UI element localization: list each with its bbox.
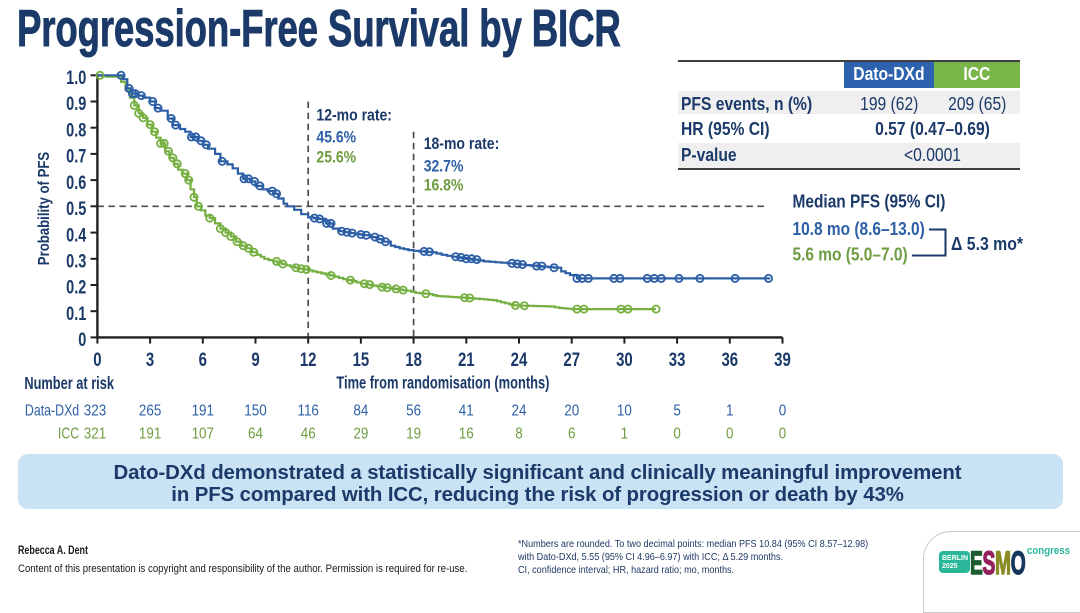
svg-text:323: 323	[84, 403, 106, 420]
svg-text:30: 30	[616, 348, 633, 370]
svg-text:0.5: 0.5	[66, 198, 86, 219]
svg-text:18: 18	[405, 348, 422, 370]
svg-text:0.2: 0.2	[66, 277, 86, 298]
svg-text:191: 191	[192, 403, 214, 420]
svg-text:5.6 mo (5.0–7.0): 5.6 mo (5.0–7.0)	[793, 244, 908, 264]
svg-text:21: 21	[458, 348, 475, 370]
svg-text:5: 5	[673, 403, 680, 420]
svg-text:84: 84	[353, 403, 368, 420]
svg-text:9: 9	[251, 348, 259, 370]
svg-text:19: 19	[406, 426, 421, 443]
svg-text:0.3: 0.3	[66, 251, 86, 272]
svg-text:0.1: 0.1	[66, 303, 86, 324]
svg-text:Probability of PFS: Probability of PFS	[36, 152, 53, 266]
svg-text:0.8: 0.8	[66, 119, 86, 140]
svg-text:18-mo rate:: 18-mo rate:	[424, 135, 500, 153]
svg-text:150: 150	[244, 403, 266, 420]
svg-text:265: 265	[139, 403, 161, 420]
svg-text:36: 36	[721, 348, 738, 370]
svg-text:8: 8	[515, 426, 522, 443]
svg-text:321: 321	[84, 426, 106, 443]
svg-text:15: 15	[353, 348, 370, 370]
svg-text:20: 20	[564, 403, 579, 420]
svg-text:0.7: 0.7	[66, 146, 86, 167]
svg-text:16.8%: 16.8%	[424, 176, 464, 194]
svg-text:56: 56	[406, 403, 421, 420]
svg-text:0: 0	[726, 426, 733, 443]
svg-text:10.8 mo (8.6–13.0): 10.8 mo (8.6–13.0)	[793, 219, 925, 239]
svg-text:29: 29	[353, 426, 368, 443]
svg-text:12-mo rate:: 12-mo rate:	[316, 106, 392, 124]
svg-text:Δ 5.3 mo*: Δ 5.3 mo*	[951, 234, 1023, 254]
svg-text:116: 116	[297, 403, 318, 420]
svg-text:24: 24	[511, 348, 528, 370]
svg-text:0: 0	[673, 426, 680, 443]
svg-text:39: 39	[774, 348, 791, 370]
svg-text:64: 64	[248, 426, 263, 443]
svg-text:10: 10	[617, 403, 632, 420]
svg-text:16: 16	[459, 426, 474, 443]
svg-text:6: 6	[568, 426, 575, 443]
svg-text:46: 46	[301, 426, 316, 443]
svg-text:Number at risk: Number at risk	[24, 374, 114, 393]
svg-text:191: 191	[139, 426, 161, 443]
svg-text:0: 0	[78, 329, 86, 350]
svg-text:0: 0	[779, 426, 786, 443]
svg-text:45.6%: 45.6%	[316, 128, 356, 146]
svg-text:107: 107	[192, 426, 214, 443]
svg-text:32.7%: 32.7%	[424, 158, 464, 176]
svg-text:3: 3	[146, 348, 154, 370]
svg-text:Time from randomisation (month: Time from randomisation (months)	[336, 374, 549, 393]
svg-text:1: 1	[621, 426, 628, 443]
svg-text:1.0: 1.0	[66, 67, 86, 88]
svg-text:27: 27	[563, 348, 580, 370]
svg-text:0.4: 0.4	[66, 224, 87, 245]
svg-text:Median PFS (95% CI): Median PFS (95% CI)	[793, 191, 946, 211]
svg-text:0.9: 0.9	[66, 93, 86, 114]
svg-text:1: 1	[726, 403, 733, 420]
svg-text:0: 0	[93, 348, 101, 370]
svg-text:12: 12	[300, 348, 317, 370]
svg-text:41: 41	[459, 403, 474, 420]
svg-text:24: 24	[512, 403, 527, 420]
svg-text:25.6%: 25.6%	[316, 149, 356, 167]
svg-text:33: 33	[669, 348, 686, 370]
svg-text:6: 6	[199, 348, 207, 370]
svg-text:0.6: 0.6	[66, 172, 86, 193]
svg-text:Data-DXd: Data-DXd	[25, 402, 79, 420]
svg-text:ICC: ICC	[58, 425, 79, 443]
svg-text:0: 0	[779, 403, 786, 420]
